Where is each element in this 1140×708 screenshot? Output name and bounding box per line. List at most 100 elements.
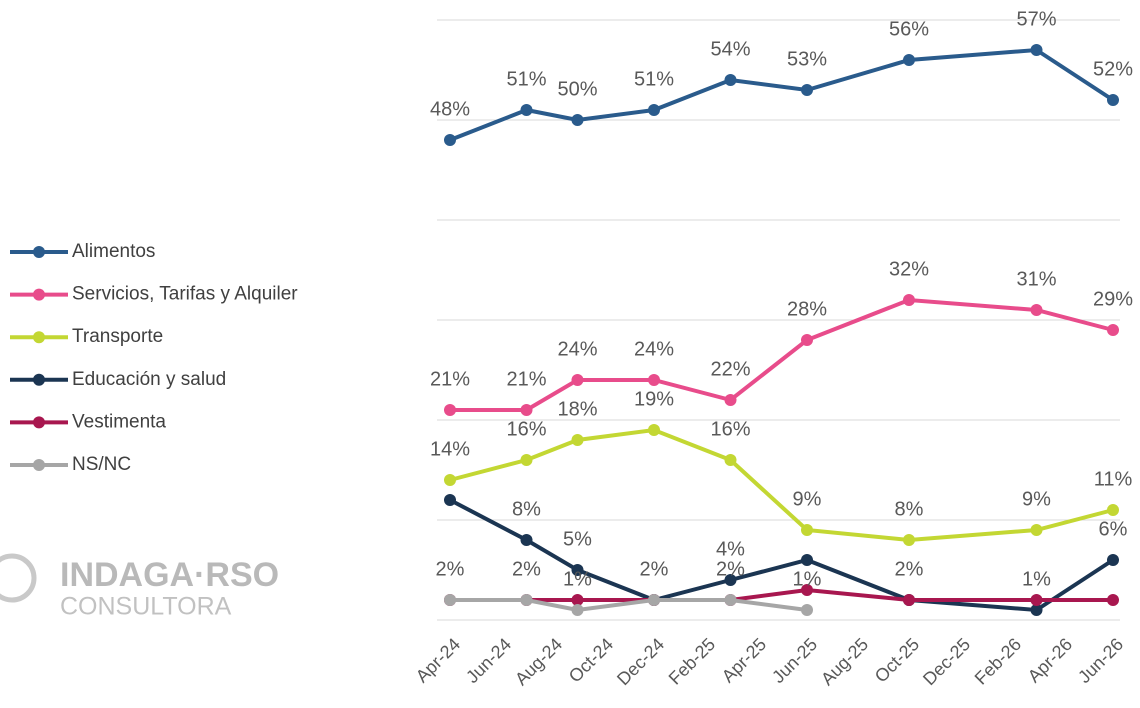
point — [444, 404, 456, 416]
x-tick-label: Dec-24 — [613, 634, 668, 689]
point — [571, 374, 584, 386]
data-label: 21% — [430, 368, 470, 390]
series-line — [449, 47, 1115, 142]
legend-label: Educación y salud — [72, 369, 226, 390]
x-tick-label: Aug-25 — [817, 634, 872, 689]
logo-subtitle: CONSULTORA — [60, 593, 232, 621]
data-label: 1% — [1022, 568, 1051, 590]
series-line — [449, 427, 1114, 543]
data-label: 32% — [889, 258, 929, 280]
point — [571, 604, 584, 616]
x-tick-label: Apr-24 — [412, 634, 464, 686]
point — [801, 604, 813, 616]
point — [903, 594, 915, 606]
x-tick-label: Feb-25 — [665, 634, 719, 688]
point — [571, 114, 584, 126]
x-tick-label: Dec-25 — [919, 634, 974, 689]
point — [801, 584, 813, 596]
legend-marker — [33, 288, 45, 301]
point — [1030, 44, 1043, 56]
data-label: 2% — [436, 558, 465, 580]
point — [724, 574, 737, 586]
legend-label: Servicios, Tarifas y Alquiler — [72, 284, 298, 305]
point — [520, 594, 533, 606]
series-line — [450, 598, 808, 613]
point — [903, 54, 915, 66]
point — [1030, 594, 1043, 606]
data-label: 1% — [793, 568, 822, 590]
data-label: 50% — [557, 78, 597, 100]
x-tick-label: Jun-25 — [768, 634, 821, 687]
point — [444, 134, 456, 146]
point — [520, 534, 533, 546]
point — [724, 74, 737, 86]
point — [444, 594, 456, 606]
legend-marker — [33, 373, 45, 386]
point — [571, 434, 584, 446]
data-label: 11% — [1094, 468, 1133, 490]
data-label: 22% — [710, 358, 750, 380]
point — [1107, 594, 1119, 606]
x-tick-label: Jun-24 — [462, 634, 515, 687]
legend-marker — [33, 459, 45, 471]
point — [1107, 94, 1119, 106]
legend-marker — [33, 331, 45, 344]
legend-label: Alimentos — [72, 241, 155, 262]
data-label: 18% — [557, 398, 597, 420]
point — [648, 594, 660, 606]
point — [801, 84, 813, 96]
point — [801, 524, 813, 536]
data-label: 5% — [563, 528, 592, 550]
data-label: 8% — [512, 498, 541, 520]
x-tick-label: Oct-24 — [565, 634, 617, 686]
point — [1107, 504, 1119, 516]
point — [724, 594, 737, 606]
data-label: 51% — [506, 68, 546, 90]
data-label: 2% — [716, 558, 745, 580]
data-label: 24% — [557, 338, 597, 360]
x-tick-label: Apr-25 — [718, 634, 770, 686]
point — [903, 534, 915, 546]
point — [571, 564, 584, 576]
point — [648, 374, 660, 386]
point — [648, 104, 660, 116]
point — [1030, 604, 1043, 616]
data-label: 2% — [640, 558, 669, 580]
data-label: 29% — [1093, 288, 1133, 310]
legend-label: Vestimenta — [72, 411, 166, 432]
point — [520, 104, 533, 116]
logo-icon — [0, 553, 37, 603]
point — [801, 554, 813, 566]
data-label: 19% — [634, 388, 674, 410]
data-label: 4% — [716, 538, 745, 560]
data-label: 54% — [710, 38, 750, 60]
point — [1107, 554, 1119, 566]
point — [520, 454, 533, 466]
x-tick-label: Apr-26 — [1024, 634, 1076, 686]
point — [724, 454, 737, 466]
data-label: 53% — [787, 48, 827, 70]
point — [724, 394, 737, 406]
point — [444, 494, 456, 506]
data-label: 9% — [793, 488, 822, 510]
series-line — [450, 587, 1113, 602]
data-label: 2% — [895, 558, 924, 580]
x-tick-label: Oct-25 — [871, 634, 923, 686]
data-label: 16% — [710, 418, 750, 440]
logo: INDAGA·RSO CONSULTORA — [0, 553, 279, 621]
point — [801, 334, 813, 346]
data-label: 14% — [430, 438, 470, 460]
point — [520, 404, 533, 416]
point — [444, 474, 456, 486]
data-label: 9% — [1022, 488, 1051, 510]
data-label: 8% — [895, 498, 924, 520]
data-label: 21% — [506, 368, 546, 390]
data-label: 2% — [512, 558, 541, 580]
data-label: 51% — [634, 68, 674, 90]
data-label: 56% — [889, 18, 929, 40]
data-label: 48% — [430, 98, 470, 120]
data-label: 28% — [787, 298, 827, 320]
data-label: 52% — [1093, 58, 1133, 80]
data-label: 24% — [634, 338, 674, 360]
